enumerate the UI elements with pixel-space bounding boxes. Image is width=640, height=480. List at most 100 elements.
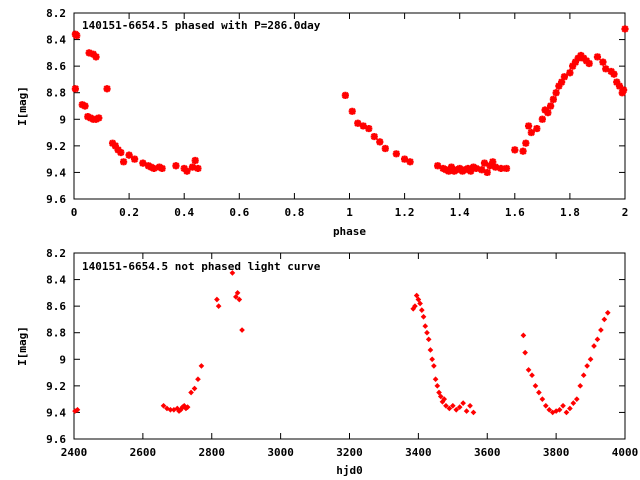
data-point	[392, 150, 400, 158]
data-point	[85, 49, 93, 57]
x-tick-label: 4000	[612, 446, 639, 459]
data-point	[370, 132, 378, 141]
data-point	[580, 372, 587, 379]
data-point	[519, 147, 527, 155]
data-point	[541, 106, 549, 114]
x-tick-label: 0.2	[119, 206, 139, 219]
x-axis: 2400 2600 2800 3000 3200 3400 3600 3800 4000	[61, 253, 639, 459]
data-point	[472, 164, 480, 173]
data-point	[432, 376, 439, 383]
data-point	[529, 372, 535, 379]
data-point	[420, 313, 427, 320]
x-axis-label: hjd0	[336, 464, 363, 477]
data-point	[594, 336, 601, 343]
data-point	[527, 128, 535, 137]
data-point	[354, 119, 362, 127]
data-point	[184, 404, 191, 410]
y-tick-label: 9.6	[46, 193, 66, 206]
x-tick-label: 3600	[474, 446, 501, 459]
data-point	[119, 158, 128, 166]
data-point	[437, 393, 444, 400]
data-point	[571, 58, 580, 66]
y-tick-label: 9.2	[46, 380, 66, 393]
data-point	[502, 164, 511, 173]
data-point	[441, 396, 448, 402]
plot-frame	[73, 252, 626, 440]
data-point	[552, 89, 560, 97]
y-tick-label: 8.2	[46, 247, 66, 260]
data-point	[150, 164, 158, 173]
unphased-light-curve-chart: 8.2 8.4 8.6 8.8 9 9.2 9.4 9.6 2400 2600 2800 3000 3…	[16, 247, 638, 477]
data-point	[549, 95, 557, 103]
data-point	[563, 409, 570, 416]
data-point	[599, 58, 607, 66]
y-tick-label: 9.6	[46, 433, 66, 446]
data-point	[456, 404, 463, 410]
data-point	[560, 73, 568, 81]
y-tick-label: 8.6	[46, 300, 66, 313]
data-point	[613, 78, 621, 86]
data-point	[580, 54, 588, 62]
data-point	[236, 296, 243, 303]
data-point	[111, 142, 119, 150]
x-tick-label: 0.8	[284, 206, 304, 219]
data-point	[125, 151, 133, 159]
data-point	[449, 402, 456, 409]
data-point	[214, 296, 220, 303]
y-tick-label: 8.8	[46, 87, 66, 100]
data-point	[194, 164, 202, 173]
data-point	[434, 162, 442, 170]
data-point	[582, 57, 591, 65]
x-tick-label: 0	[71, 206, 78, 219]
data-point	[524, 122, 533, 130]
data-point	[542, 402, 549, 409]
data-point	[615, 82, 624, 90]
data-point	[532, 383, 539, 389]
data-point	[233, 294, 239, 300]
data-point	[593, 53, 602, 61]
data-point	[348, 107, 356, 115]
data-point	[188, 163, 197, 171]
data-point	[587, 356, 594, 363]
plot-frame	[73, 12, 626, 200]
x-tick-label: 1.2	[395, 206, 415, 219]
data-point	[81, 102, 89, 110]
y-tick-label: 9	[59, 353, 66, 366]
y-axis: 8.2 8.4 8.6 8.8 9 9.2 9.4 9.6	[46, 7, 625, 206]
data-point	[456, 164, 464, 173]
data-point	[511, 146, 519, 154]
data-point	[401, 155, 409, 163]
data-point	[533, 124, 541, 133]
data-point	[467, 167, 475, 175]
data-point	[429, 356, 435, 363]
data-point	[538, 115, 546, 123]
data-point	[359, 122, 367, 130]
data-point	[547, 102, 555, 110]
data-point	[463, 408, 470, 414]
data-point	[424, 329, 430, 336]
data-point	[158, 164, 166, 173]
x-tick-label: 2	[622, 206, 629, 219]
x-tick-label: 2600	[130, 446, 157, 459]
data-point	[418, 307, 425, 313]
data-point	[443, 402, 449, 409]
data-point	[239, 327, 245, 333]
x-tick-label: 3800	[543, 446, 570, 459]
data-point	[453, 406, 460, 413]
data-points	[72, 270, 611, 416]
y-tick-label: 9.4	[46, 406, 66, 419]
data-point	[92, 53, 100, 61]
data-point	[180, 164, 188, 173]
x-tick-label: 2800	[199, 446, 226, 459]
data-point	[427, 347, 434, 353]
data-point	[558, 78, 566, 86]
y-tick-label: 8.6	[46, 60, 66, 73]
data-point	[108, 139, 117, 147]
data-point	[620, 86, 628, 94]
data-point	[573, 396, 580, 402]
data-point	[486, 162, 494, 170]
data-point	[577, 383, 584, 389]
data-point	[365, 124, 373, 133]
x-tick-label: 3000	[267, 446, 294, 459]
data-point	[483, 168, 491, 177]
